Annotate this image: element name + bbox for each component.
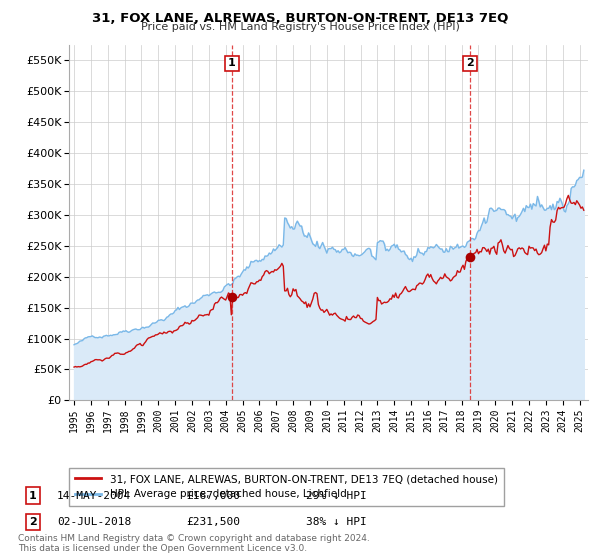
Legend: 31, FOX LANE, ALREWAS, BURTON-ON-TRENT, DE13 7EQ (detached house), HPI: Average : 31, FOX LANE, ALREWAS, BURTON-ON-TRENT, … (69, 468, 504, 506)
Text: Price paid vs. HM Land Registry's House Price Index (HPI): Price paid vs. HM Land Registry's House … (140, 22, 460, 32)
Text: 2: 2 (466, 58, 474, 68)
Text: 31, FOX LANE, ALREWAS, BURTON-ON-TRENT, DE13 7EQ: 31, FOX LANE, ALREWAS, BURTON-ON-TRENT, … (92, 12, 508, 25)
Text: 2: 2 (29, 517, 37, 527)
Text: 1: 1 (228, 58, 236, 68)
Text: 38% ↓ HPI: 38% ↓ HPI (306, 517, 367, 527)
Text: £231,500: £231,500 (186, 517, 240, 527)
Text: Contains HM Land Registry data © Crown copyright and database right 2024.
This d: Contains HM Land Registry data © Crown c… (18, 534, 370, 553)
Text: 1: 1 (29, 491, 37, 501)
Text: 14-MAY-2004: 14-MAY-2004 (57, 491, 131, 501)
Text: £167,000: £167,000 (186, 491, 240, 501)
Text: 02-JUL-2018: 02-JUL-2018 (57, 517, 131, 527)
Text: 29% ↓ HPI: 29% ↓ HPI (306, 491, 367, 501)
